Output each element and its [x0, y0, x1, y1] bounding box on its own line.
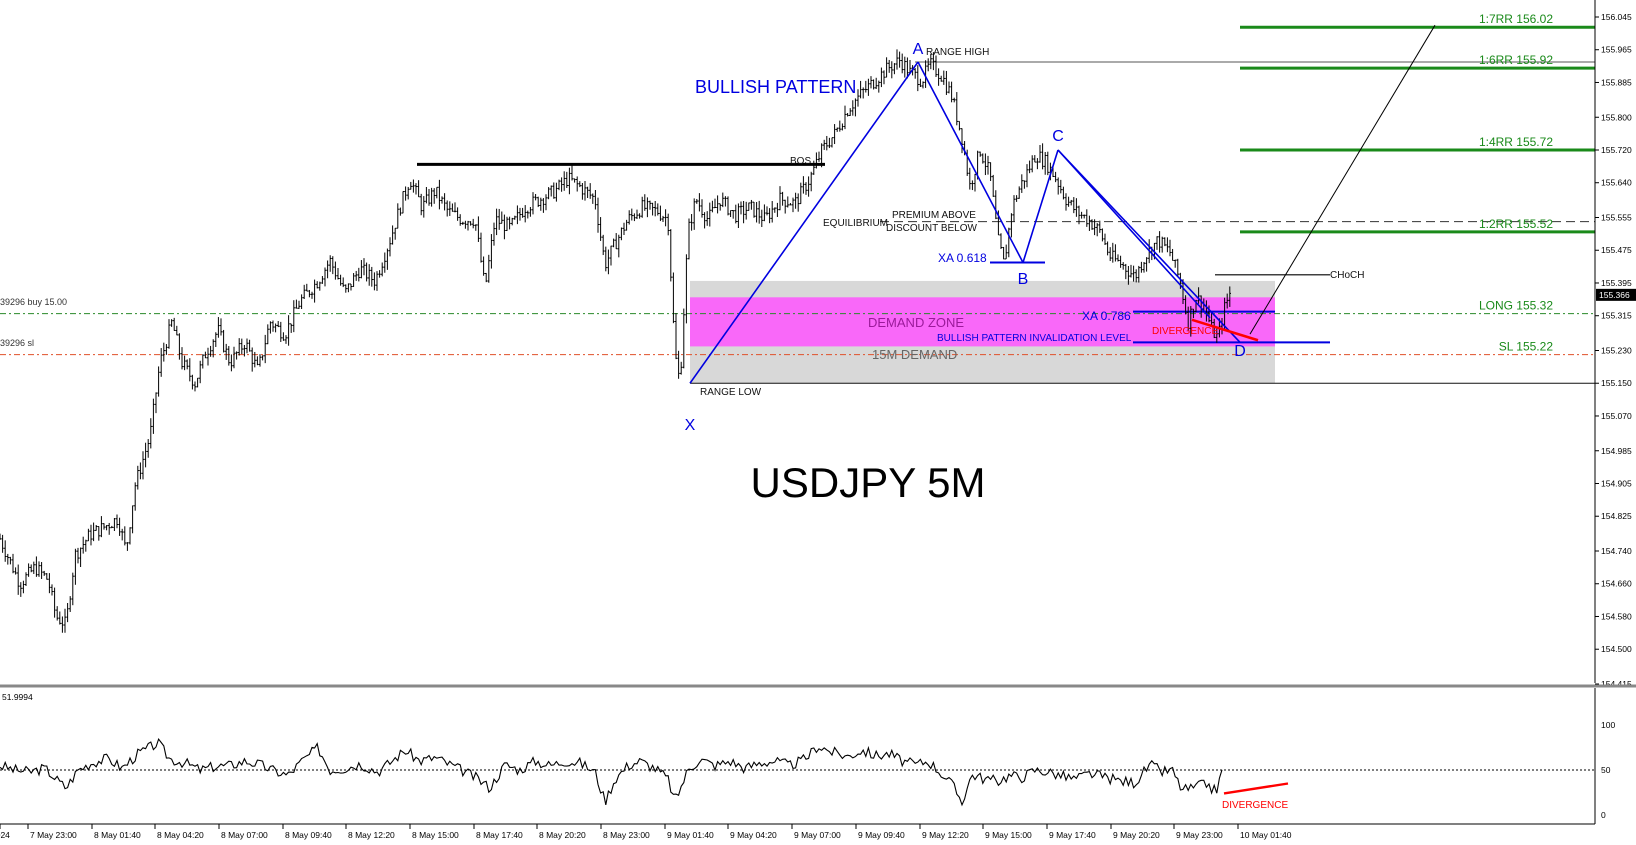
current-price-box [1596, 288, 1636, 301]
harmonic-pattern [689, 24, 1436, 384]
stop-loss-label: SL 155.22 [1499, 340, 1554, 354]
time-tick-label: 8 May 12:20 [348, 830, 395, 840]
point-d-label: D [1234, 343, 1246, 360]
rsi-panel: 51.9994 100 50 0 DIVERGENCE [0, 684, 1636, 824]
point-a-label: A [913, 41, 924, 58]
pattern-title-label: BULLISH PATTERN [695, 77, 856, 97]
premium-label: PREMIUM ABOVE [892, 210, 976, 221]
price-tick-label: 155.070 [1601, 411, 1632, 421]
time-tick-label: 8 May 23:00 [603, 830, 650, 840]
time-tick-label: 8 May 04:20 [157, 830, 204, 840]
time-tick-label: 9 May 04:20 [730, 830, 777, 840]
rsi-tick-label: 100 [1601, 720, 1615, 730]
rsi-tick-label: 50 [1601, 765, 1611, 775]
price-tick-label: 154.500 [1601, 644, 1632, 654]
price-tick-label: 155.475 [1601, 245, 1632, 255]
annotation-labels: BULLISH PATTERN A X B C D RANGE HIGH RANGE LOW B… [0, 12, 1553, 434]
pattern-leg [1022, 149, 1059, 263]
bos-label: BOS [790, 156, 811, 167]
rsi-value-label: 51.9994 [2, 692, 33, 702]
projection-line [1249, 24, 1436, 335]
chart-title: USDJPY 5M [751, 459, 986, 506]
stop-loss-order-label: 39296 sl [0, 338, 34, 348]
time-tick-label: 9 May 20:20 [1113, 830, 1160, 840]
price-tick-label: 155.315 [1601, 311, 1632, 321]
time-tick-label: 8 May 20:20 [539, 830, 586, 840]
target-label: 1:2RR 155.52 [1479, 217, 1553, 231]
price-bars [0, 49, 1231, 633]
range-low-label: RANGE LOW [700, 387, 762, 398]
rsi-tick-label: 0 [1601, 810, 1606, 820]
price-tick-label: 155.720 [1601, 145, 1632, 155]
xa786-label: XA 0.786 [1082, 309, 1131, 323]
price-tick-label: 155.230 [1601, 346, 1632, 356]
time-tick-label: 8 May 01:40 [94, 830, 141, 840]
target-label: 1:6RR 155.92 [1479, 53, 1553, 67]
price-tick-label: 154.660 [1601, 579, 1632, 589]
price-tick-label: 155.150 [1601, 378, 1632, 388]
time-axis: 2024 7 May 23:00 8 May 01:40 8 May 04:20 8 M… [0, 823, 1595, 840]
price-tick-label: 155.965 [1601, 45, 1632, 55]
range-high-label: RANGE HIGH [926, 47, 989, 58]
price-tick-label: 155.395 [1601, 278, 1632, 288]
rsi-divergence-label: DIVERGENCE [1222, 800, 1288, 811]
price-tick-label: 156.045 [1601, 12, 1632, 22]
price-tick-label: 155.555 [1601, 213, 1632, 223]
target-label: 1:4RR 155.72 [1479, 135, 1553, 149]
time-tick-label: 9 May 07:00 [794, 830, 841, 840]
time-tick-label: 10 May 01:40 [1240, 830, 1292, 840]
point-c-label: C [1052, 128, 1064, 145]
rsi-line [0, 737, 1223, 807]
price-tick-label: 154.415 [1601, 679, 1632, 689]
levels-layer [0, 25, 1595, 384]
equilibrium-label: EQUILIBRIUM [823, 218, 888, 229]
time-tick-label: 8 May 07:00 [221, 830, 268, 840]
divergence-price-label: DIVERGENCE [1152, 326, 1218, 337]
price-tick-label: 154.905 [1601, 478, 1632, 488]
pattern-leg [917, 61, 1024, 263]
point-b-label: B [1018, 271, 1029, 288]
price-tick-label: 154.580 [1601, 611, 1632, 621]
time-tick-label: 2024 [0, 830, 10, 840]
time-tick-label: 9 May 09:40 [858, 830, 905, 840]
point-x-label: X [685, 417, 696, 434]
invalidation-label: BULLISH PATTERN INVALIDATION LEVEL [937, 333, 1132, 344]
time-tick-label: 9 May 01:40 [667, 830, 714, 840]
zones-layer [690, 280, 1275, 384]
price-tick-label: 154.985 [1601, 446, 1632, 456]
time-tick-label: 8 May 09:40 [285, 830, 332, 840]
price-tick-label: 155.800 [1601, 112, 1632, 122]
time-tick-label: 8 May 17:40 [476, 830, 523, 840]
price-axis: 156.045 155.965 155.885 155.800 155.720 155.6… [1594, 0, 1636, 689]
pattern-leg [689, 61, 919, 384]
pattern-leg-cd [1057, 149, 1211, 319]
price-tick-label: 155.885 [1601, 77, 1632, 87]
demand-zone-label: DEMAND ZONE [868, 315, 964, 330]
price-tick-label: 155.640 [1601, 178, 1632, 188]
choch-label: CHoCH [1330, 270, 1364, 281]
price-tick-label: 154.825 [1601, 511, 1632, 521]
time-tick-label: 9 May 15:00 [985, 830, 1032, 840]
time-tick-label: 9 May 23:00 [1176, 830, 1223, 840]
time-tick-label: 9 May 12:20 [922, 830, 969, 840]
target-label: 1:7RR 156.02 [1479, 12, 1553, 26]
xa618-label: XA 0.618 [938, 251, 987, 265]
long-entry-label: LONG 155.32 [1479, 299, 1553, 313]
discount-label: DISCOUNT BELOW [886, 223, 977, 234]
demand-zone [690, 297, 1275, 347]
time-tick-label: 9 May 17:40 [1049, 830, 1096, 840]
current-price-label: 155.366 [1599, 290, 1630, 300]
pattern-leg [1057, 149, 1241, 343]
time-tick-label: 7 May 23:00 [30, 830, 77, 840]
buy-order-label: 39296 buy 15.00 [0, 297, 67, 307]
time-tick-label: 8 May 15:00 [412, 830, 459, 840]
price-tick-label: 154.740 [1601, 546, 1632, 556]
rsi-divergence-line [1223, 782, 1289, 795]
demand-15m-label: 15M DEMAND [872, 347, 957, 362]
divergence-line [1191, 318, 1259, 342]
